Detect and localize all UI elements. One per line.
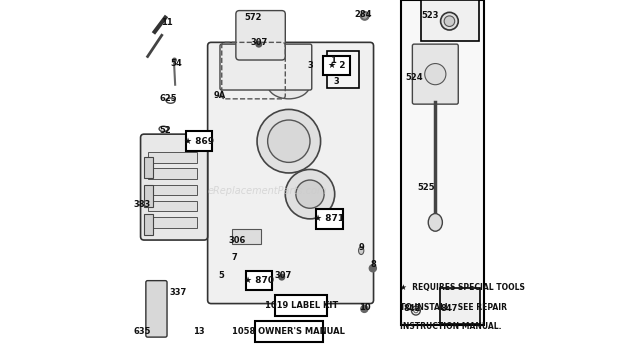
FancyBboxPatch shape xyxy=(275,295,327,316)
Circle shape xyxy=(370,265,376,272)
Text: 284: 284 xyxy=(354,10,372,19)
Text: 9: 9 xyxy=(358,243,364,252)
FancyBboxPatch shape xyxy=(316,209,343,229)
Circle shape xyxy=(257,109,321,173)
Text: 307: 307 xyxy=(250,38,267,47)
Bar xyxy=(148,217,197,228)
Text: 52: 52 xyxy=(159,126,171,135)
Text: ★ 870: ★ 870 xyxy=(244,276,274,285)
Circle shape xyxy=(256,41,262,47)
Text: TO INSTALL.  SEE REPAIR: TO INSTALL. SEE REPAIR xyxy=(400,303,507,312)
Circle shape xyxy=(441,12,458,30)
Text: 8: 8 xyxy=(371,260,376,269)
Bar xyxy=(148,168,197,179)
Bar xyxy=(148,152,197,163)
Text: 9A: 9A xyxy=(214,91,226,100)
Bar xyxy=(327,51,359,88)
FancyBboxPatch shape xyxy=(412,44,458,104)
Text: 5: 5 xyxy=(219,271,224,280)
Text: ★ 2: ★ 2 xyxy=(328,61,345,70)
Text: 3: 3 xyxy=(334,77,339,86)
Circle shape xyxy=(173,58,176,62)
Text: 337: 337 xyxy=(169,288,186,298)
FancyBboxPatch shape xyxy=(220,44,312,90)
Text: 525: 525 xyxy=(418,183,435,192)
Text: 572: 572 xyxy=(245,13,262,22)
Text: 625: 625 xyxy=(160,94,177,103)
Text: 307: 307 xyxy=(275,271,292,280)
Ellipse shape xyxy=(358,247,364,255)
Ellipse shape xyxy=(296,180,324,208)
Text: ★ 871: ★ 871 xyxy=(314,214,345,223)
Text: eReplacementParts.com: eReplacementParts.com xyxy=(208,186,327,196)
Text: 3: 3 xyxy=(307,61,313,70)
Text: 10: 10 xyxy=(359,303,371,312)
Circle shape xyxy=(279,274,285,280)
Circle shape xyxy=(363,14,367,18)
FancyBboxPatch shape xyxy=(185,131,212,151)
Text: INSTRUCTION MANUAL.: INSTRUCTION MANUAL. xyxy=(400,322,502,331)
Circle shape xyxy=(268,120,310,162)
Text: 842: 842 xyxy=(404,304,421,313)
Text: 383: 383 xyxy=(134,200,151,209)
Ellipse shape xyxy=(428,214,443,231)
Text: 1: 1 xyxy=(330,55,336,65)
Text: 635: 635 xyxy=(133,327,151,336)
FancyBboxPatch shape xyxy=(141,134,208,240)
FancyBboxPatch shape xyxy=(401,0,484,325)
FancyBboxPatch shape xyxy=(146,281,167,337)
Ellipse shape xyxy=(268,71,310,99)
Bar xyxy=(144,185,153,207)
FancyBboxPatch shape xyxy=(246,271,272,290)
Bar xyxy=(440,288,480,324)
Text: 306: 306 xyxy=(229,235,246,245)
Bar xyxy=(421,0,479,41)
Text: ★ 869: ★ 869 xyxy=(184,137,214,146)
Text: 524: 524 xyxy=(405,73,423,82)
Circle shape xyxy=(444,16,454,26)
Text: 11: 11 xyxy=(161,18,173,28)
Bar xyxy=(148,185,197,195)
FancyBboxPatch shape xyxy=(255,321,322,342)
Text: 847: 847 xyxy=(441,304,458,313)
Circle shape xyxy=(361,305,368,312)
Circle shape xyxy=(360,12,369,20)
FancyBboxPatch shape xyxy=(236,11,285,60)
Text: 1058 OWNER'S MANUAL: 1058 OWNER'S MANUAL xyxy=(232,327,345,336)
Text: 1019 LABEL KIT: 1019 LABEL KIT xyxy=(265,301,338,310)
Ellipse shape xyxy=(285,169,335,219)
FancyBboxPatch shape xyxy=(323,55,350,75)
Ellipse shape xyxy=(425,64,446,85)
FancyBboxPatch shape xyxy=(208,42,373,304)
Text: 7: 7 xyxy=(231,253,237,262)
Bar xyxy=(232,229,260,244)
Bar xyxy=(144,157,153,178)
Bar xyxy=(148,201,197,211)
Text: 13: 13 xyxy=(193,327,205,336)
Text: ★  REQUIRES SPECIAL TOOLS: ★ REQUIRES SPECIAL TOOLS xyxy=(400,283,525,292)
Bar xyxy=(144,214,153,235)
Text: 523: 523 xyxy=(421,11,439,20)
Text: 54: 54 xyxy=(170,59,182,68)
